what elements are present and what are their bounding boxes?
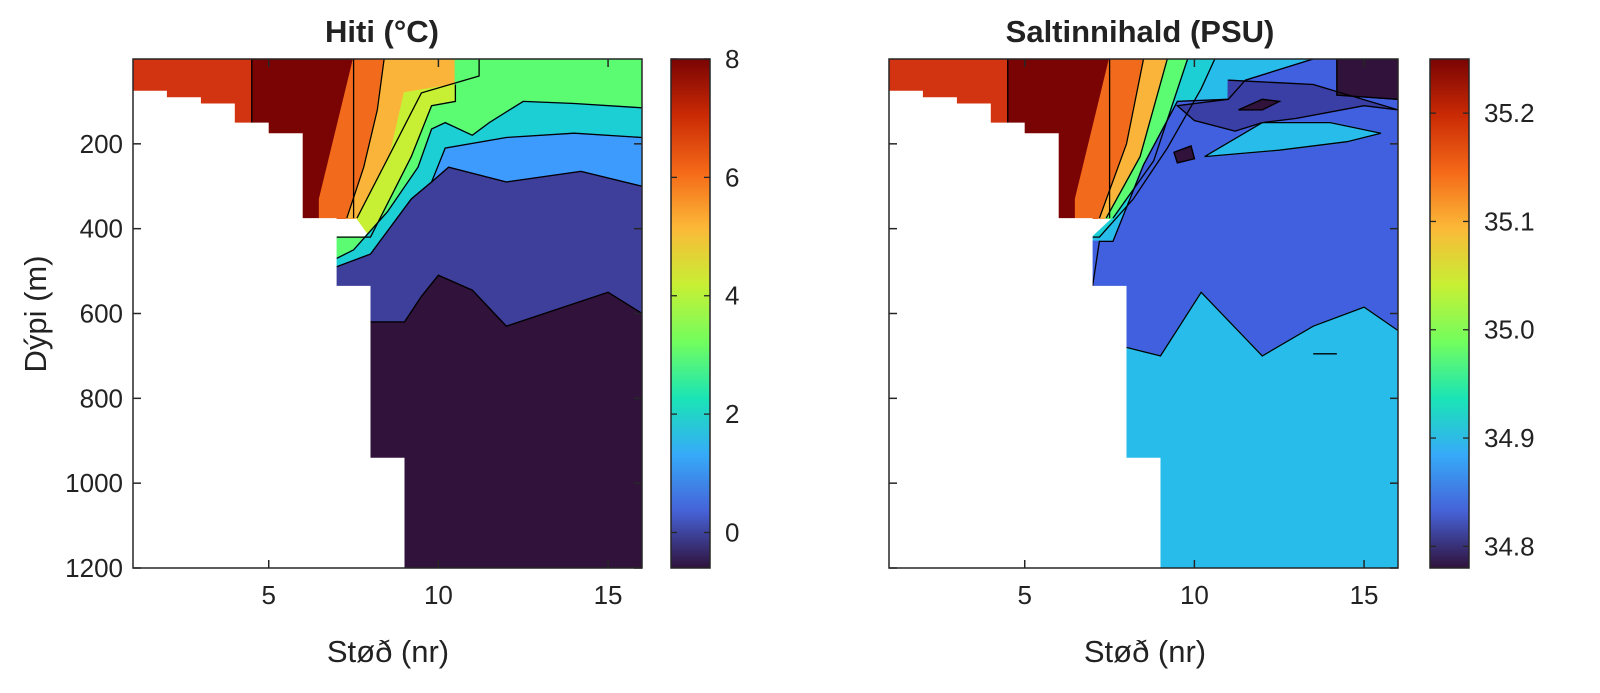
colorbar-tick-label: 34.9 (1484, 423, 1535, 453)
x-tick-label: 5 (1017, 580, 1031, 610)
contour-region (1336, 59, 1398, 101)
y-tick-label: 200 (80, 129, 123, 159)
x-tick-label: 10 (424, 580, 453, 610)
contour-line (370, 274, 642, 327)
x-tick-label: 15 (1350, 580, 1379, 610)
contour-line (336, 100, 642, 259)
contour-plot-area (889, 59, 1398, 568)
temperature-panel: Hiti (°C) Støð (nr) Dýpi (m) 5 10 15 200 400… (18, 14, 739, 669)
x-axis-label: Støð (nr) (327, 634, 449, 669)
panel-title: Saltinnihald (PSU) (1006, 14, 1275, 49)
contour-line (1112, 59, 1189, 219)
contour-line (1238, 98, 1282, 111)
colorbar-tick-label: 35.2 (1484, 98, 1535, 128)
y-tick-label: 1200 (65, 553, 123, 583)
y-tick-label: 800 (80, 383, 123, 413)
contour-line (336, 132, 642, 268)
contour-line (1098, 59, 1145, 219)
colorbar-tick-label: 0 (725, 517, 739, 547)
contour-plot-area (133, 59, 642, 568)
colorbar-tick-label: 8 (725, 44, 739, 74)
contour-line (1091, 59, 1314, 286)
colorbar-tick-label: 6 (725, 162, 739, 192)
x-tick-label: 15 (594, 580, 623, 610)
y-tick-label: 600 (80, 299, 123, 329)
contour-line (1105, 59, 1168, 219)
contour-line (1175, 79, 1398, 132)
panel-title: Hiti (°C) (325, 14, 439, 49)
colorbar-tick-label: 2 (725, 399, 739, 429)
x-tick-label: 5 (261, 580, 275, 610)
contour-line (1173, 145, 1196, 164)
salinity-panel: Saltinnihald (PSU) Støð (nr) 5 10 15 34.8 34… (888, 14, 1535, 669)
y-tick-label: 1000 (65, 468, 123, 498)
x-axis-label: Støð (nr) (1084, 634, 1206, 669)
seabed-mask (133, 90, 642, 568)
contour-line (1336, 59, 1398, 100)
contour-line (1092, 59, 1216, 238)
seabed-mask (889, 90, 1398, 568)
y-axis-label: Dýpi (m) (18, 255, 53, 372)
contour-line (346, 59, 385, 219)
colorbar (1429, 58, 1470, 569)
contour-line (1204, 121, 1382, 158)
y-tick-label: 400 (80, 214, 123, 244)
colorbar-tick-label: 4 (725, 281, 739, 311)
x-tick-label: 10 (1180, 580, 1209, 610)
colorbar-tick-label: 35.0 (1484, 315, 1535, 345)
contour-line (1126, 291, 1398, 357)
colorbar (670, 58, 711, 569)
contour-line (431, 166, 642, 187)
contour-line (356, 59, 480, 219)
colorbar-tick-label: 35.1 (1484, 206, 1535, 236)
colorbar-tick-label: 34.8 (1484, 531, 1535, 561)
